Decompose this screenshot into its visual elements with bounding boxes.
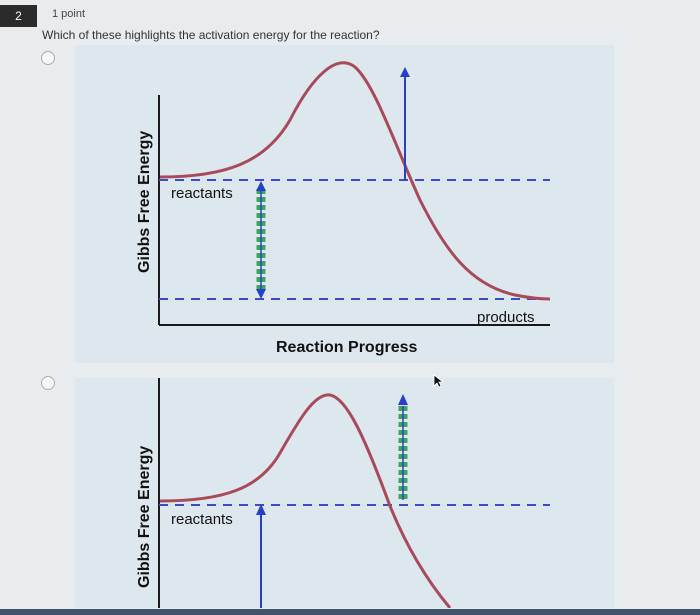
- reactants-label: reactants: [171, 185, 233, 202]
- y-axis-label: Gibbs Free Energy: [136, 446, 153, 588]
- graph-background: [75, 45, 614, 363]
- graph-background: [75, 378, 614, 608]
- question-text: Which of these highlights the activation…: [42, 28, 380, 42]
- question-number: 2: [15, 9, 22, 23]
- green-arrow-bottom-head-icon: [256, 289, 266, 299]
- bottom-strip: [0, 609, 700, 615]
- x-axis-label: Reaction Progress: [276, 339, 417, 356]
- option-b-graph[interactable]: reactants Gibbs Free Energy: [75, 378, 614, 608]
- green-arrow-top-head-icon: [256, 181, 266, 191]
- option-a-graph[interactable]: reactants products Reaction Progress Gib…: [75, 45, 614, 363]
- blue-arrow-head-icon: [256, 504, 266, 515]
- products-label: products: [477, 309, 535, 326]
- option-a-graph-svg: reactants products Reaction Progress Gib…: [75, 45, 614, 363]
- reaction-energy-curve: [159, 61, 551, 301]
- green-arrow-head-icon: [398, 394, 408, 405]
- question-number-badge: 2: [0, 5, 37, 27]
- reactants-label: reactants: [171, 511, 233, 528]
- option-b-graph-svg: reactants Gibbs Free Energy: [75, 378, 614, 608]
- mouse-pointer-icon: [433, 374, 445, 388]
- y-axis-label: Gibbs Free Energy: [136, 131, 153, 273]
- reaction-energy-curve: [159, 393, 452, 608]
- question-points: 1 point: [52, 8, 86, 20]
- blue-arrow-head-icon: [400, 67, 410, 77]
- option-b-radio[interactable]: [41, 376, 55, 390]
- option-a-radio[interactable]: [41, 51, 55, 65]
